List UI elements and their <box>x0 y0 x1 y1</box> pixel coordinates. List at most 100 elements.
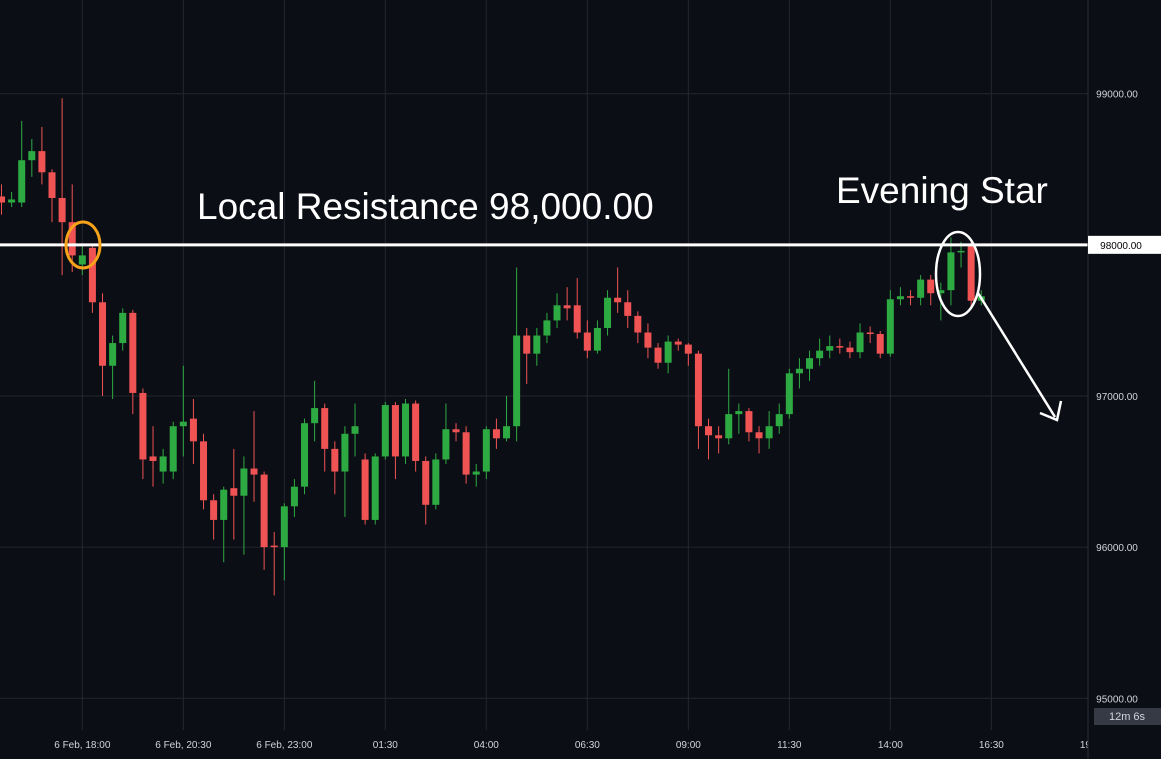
price-label-box <box>1088 235 1161 254</box>
x-tick-label: 6 Feb, 23:00 <box>256 740 313 751</box>
annotation: Local Resistance 98,000.00 <box>197 186 654 227</box>
candle-body <box>189 418 197 442</box>
candle-body <box>785 373 793 415</box>
candle-body <box>533 335 541 354</box>
candle-body <box>139 392 147 460</box>
candle-body <box>482 429 490 472</box>
candle-body <box>917 279 925 298</box>
candle-body <box>210 500 218 520</box>
candle-body <box>624 302 632 316</box>
highlight-circle <box>934 230 982 318</box>
grid <box>0 0 1088 730</box>
x-tick-label: 6 Feb, 20:30 <box>155 740 212 751</box>
candle-body <box>886 299 894 354</box>
candle-body <box>634 315 642 333</box>
candle-body <box>38 151 46 173</box>
candle-body <box>492 429 500 439</box>
candle-body <box>169 426 177 472</box>
candle-body <box>846 347 854 353</box>
candle-body <box>311 408 319 424</box>
candle-body <box>452 429 460 433</box>
candle-body <box>553 305 561 321</box>
candle-body <box>664 341 672 363</box>
candle-body <box>472 471 480 475</box>
x-tick-label: 01:30 <box>373 740 398 751</box>
candle-body <box>765 426 773 439</box>
candle-body <box>109 343 117 366</box>
candle-body <box>563 305 571 309</box>
candle-body <box>795 368 803 374</box>
candle-body <box>412 403 420 461</box>
annotation: Evening Star <box>836 170 1048 211</box>
x-tick-label: 16:30 <box>979 740 1004 751</box>
candle-body <box>341 433 349 472</box>
countdown-box <box>1094 708 1161 725</box>
candle-body <box>745 411 753 433</box>
candle-body <box>402 403 410 457</box>
candle-body <box>0 196 6 203</box>
candle-body <box>391 405 399 457</box>
candle-body <box>866 332 874 335</box>
candle-body <box>816 350 824 359</box>
candle-body <box>129 312 137 393</box>
candle-body <box>725 414 733 439</box>
x-tick-label: 6 Feb, 18:00 <box>54 740 111 751</box>
y-tick-label: 96000.00 <box>1096 543 1138 554</box>
candle-body <box>240 468 248 496</box>
x-tick-label: 04:00 <box>474 740 499 751</box>
candle-body <box>826 346 834 351</box>
x-tick-label: 09:00 <box>676 740 701 751</box>
candle-body <box>351 426 359 434</box>
candle-body <box>937 290 945 294</box>
candle-body <box>442 429 450 460</box>
candle-body <box>220 489 228 520</box>
candle-body <box>200 441 208 501</box>
x-tick-label: 11:30 <box>777 740 802 751</box>
candle-body <box>947 252 955 291</box>
candle-body <box>684 344 692 354</box>
candle-body <box>907 296 915 298</box>
candle-body <box>836 346 844 348</box>
candle-body <box>331 448 339 472</box>
candle-body <box>694 353 702 427</box>
candle-body <box>301 423 309 487</box>
candle-body <box>8 199 16 203</box>
candle-body <box>957 250 965 253</box>
candle-body <box>513 335 521 427</box>
x-tick-label: 06:30 <box>575 740 600 751</box>
candle-body <box>270 545 278 548</box>
candle-body <box>230 488 238 496</box>
candle-body <box>48 172 56 198</box>
candle-body <box>543 320 551 336</box>
price-label: 98000.00 <box>1100 241 1142 252</box>
candle-body <box>290 486 298 507</box>
candle-body <box>179 421 187 427</box>
candle-body <box>896 296 904 300</box>
candle-body <box>119 312 127 344</box>
candle-body <box>775 414 783 427</box>
candle-body <box>654 347 662 363</box>
candle-body <box>58 197 66 223</box>
x-tick-label: 14:00 <box>878 740 903 751</box>
candle-body <box>99 302 107 366</box>
arrow-head <box>1039 400 1063 422</box>
candle-body <box>422 460 430 505</box>
candle-body <box>927 279 935 294</box>
candle-body <box>149 456 157 461</box>
candle-body <box>371 456 379 520</box>
candle-body <box>78 255 86 265</box>
candle-body <box>876 334 884 354</box>
candle-body <box>250 468 258 475</box>
y-axis: 95000.00 96000.00 97000.00 99000.00 98000.00 <box>1088 90 1161 705</box>
candle-body <box>321 408 329 449</box>
candle-body <box>715 435 723 439</box>
arrow <box>976 292 1057 418</box>
candle-body <box>361 459 369 520</box>
candle-body <box>856 332 864 353</box>
candle-body <box>705 426 713 436</box>
candle-body <box>806 358 814 369</box>
price-axis <box>1088 0 1161 759</box>
